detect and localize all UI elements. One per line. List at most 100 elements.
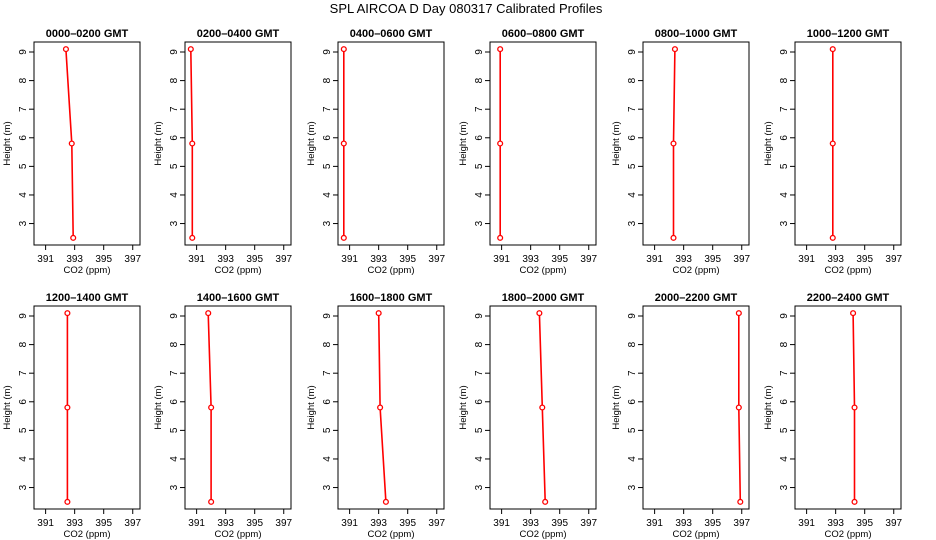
x-axis-label: CO2 (ppm) <box>673 529 720 540</box>
y-tick-label: 7 <box>627 106 638 112</box>
y-axis-label: Height (m) <box>306 385 317 429</box>
y-tick-label: 4 <box>169 456 180 462</box>
profile-point <box>377 404 384 411</box>
y-tick-label: 7 <box>474 370 485 376</box>
y-tick-label: 5 <box>18 163 29 169</box>
profile-point <box>497 140 504 147</box>
x-tick-label: 397 <box>733 518 750 529</box>
x-tick-label: 391 <box>37 254 54 265</box>
profile-point <box>542 498 549 505</box>
y-tick-label: 6 <box>322 135 333 141</box>
y-tick-label: 3 <box>322 220 333 226</box>
panel-title: 2200–2400 GMT <box>807 292 890 304</box>
profile-panel: 0000–0200 GMT 391 393 395 397 3 4 5 6 7 8 9 CO2 (ppm… <box>2 28 142 276</box>
y-tick-label: 4 <box>322 456 333 462</box>
y-tick-label: 3 <box>18 484 29 490</box>
profile-point <box>829 234 836 241</box>
y-tick-label: 8 <box>322 77 333 83</box>
panel-title: 1000–1200 GMT <box>807 28 890 40</box>
x-tick-label: 393 <box>827 254 844 265</box>
profile-panel: 1400–1600 GMT 391 393 395 397 3 4 5 6 7 8 9 CO2 (ppm… <box>153 292 293 540</box>
y-tick-label: 7 <box>18 106 29 112</box>
y-tick-label: 7 <box>169 106 180 112</box>
profile-point <box>829 140 836 147</box>
y-tick-label: 9 <box>169 313 180 319</box>
x-tick-label: 395 <box>551 518 568 529</box>
profile-point <box>670 234 677 241</box>
x-tick-label: 397 <box>124 254 141 265</box>
plot-frame <box>489 305 597 510</box>
profile-point <box>536 310 543 317</box>
profile-panel: 2000–2200 GMT 391 393 395 397 3 4 5 6 7 8 9 CO2 (ppm… <box>611 292 751 540</box>
y-tick-label: 8 <box>18 341 29 347</box>
profile-point <box>340 140 347 147</box>
x-axis-label: CO2 (ppm) <box>215 529 262 540</box>
y-tick-label: 9 <box>474 313 485 319</box>
profile-point <box>671 46 678 53</box>
profile-point <box>735 404 742 411</box>
y-tick-label: 6 <box>322 399 333 405</box>
panel-title: 0200–0400 GMT <box>197 28 280 40</box>
y-tick-label: 7 <box>779 370 790 376</box>
figure-title: SPL AIRCOA D Day 080317 Calibrated Profi… <box>330 1 603 16</box>
profile-point <box>539 404 546 411</box>
plot-frame <box>794 41 902 246</box>
panel-title: 1400–1600 GMT <box>197 292 280 304</box>
x-axis-label: CO2 (ppm) <box>825 529 872 540</box>
y-tick-label: 4 <box>474 456 485 462</box>
x-axis-label: CO2 (ppm) <box>825 265 872 276</box>
y-axis-label: Height (m) <box>153 385 164 429</box>
x-tick-label: 393 <box>217 518 234 529</box>
profile-point <box>189 140 196 147</box>
panel-title: 0600–0800 GMT <box>502 28 585 40</box>
x-tick-label: 393 <box>522 254 539 265</box>
profile-point <box>382 498 389 505</box>
profile-panel: 0400–0600 GMT 391 393 395 397 3 4 5 6 7 8 9 CO2 (ppm… <box>306 28 446 276</box>
y-tick-label: 9 <box>474 49 485 55</box>
x-tick-label: 393 <box>66 254 83 265</box>
y-tick-label: 9 <box>322 313 333 319</box>
profile-point <box>64 310 71 317</box>
y-tick-label: 6 <box>18 399 29 405</box>
y-tick-label: 3 <box>322 484 333 490</box>
y-tick-label: 7 <box>627 370 638 376</box>
profile-point <box>62 46 69 53</box>
y-tick-label: 6 <box>18 135 29 141</box>
y-tick-label: 8 <box>474 341 485 347</box>
plot-frame <box>489 41 597 246</box>
plot-frame <box>794 305 902 510</box>
panel-title: 1800–2000 GMT <box>502 292 585 304</box>
x-tick-label: 391 <box>493 254 510 265</box>
profile-point <box>497 234 504 241</box>
y-tick-label: 3 <box>627 220 638 226</box>
x-tick-label: 397 <box>733 254 750 265</box>
panel-title: 1200–1400 GMT <box>46 292 129 304</box>
profile-panel: 0200–0400 GMT 391 393 395 397 3 4 5 6 7 8 9 CO2 (ppm… <box>153 28 293 276</box>
x-axis-label: CO2 (ppm) <box>64 529 111 540</box>
x-tick-label: 393 <box>675 254 692 265</box>
y-tick-label: 8 <box>322 341 333 347</box>
x-tick-label: 391 <box>341 518 358 529</box>
x-tick-label: 391 <box>341 254 358 265</box>
y-tick-label: 9 <box>779 313 790 319</box>
plot-frame <box>642 305 750 510</box>
profile-point <box>851 404 858 411</box>
y-tick-label: 6 <box>779 135 790 141</box>
plot-frame <box>33 41 141 246</box>
x-tick-label: 397 <box>580 254 597 265</box>
x-tick-label: 393 <box>370 518 387 529</box>
profile-point <box>340 234 347 241</box>
profile-point <box>735 310 742 317</box>
x-tick-label: 395 <box>856 518 873 529</box>
y-tick-label: 4 <box>169 192 180 198</box>
x-tick-label: 397 <box>580 518 597 529</box>
x-tick-label: 397 <box>124 518 141 529</box>
profile-point <box>497 46 504 53</box>
plot-frame <box>337 41 445 246</box>
x-tick-label: 393 <box>217 254 234 265</box>
y-tick-label: 3 <box>474 484 485 490</box>
x-tick-label: 395 <box>246 518 263 529</box>
profile-point <box>208 404 215 411</box>
y-tick-label: 7 <box>474 106 485 112</box>
x-tick-label: 393 <box>66 518 83 529</box>
